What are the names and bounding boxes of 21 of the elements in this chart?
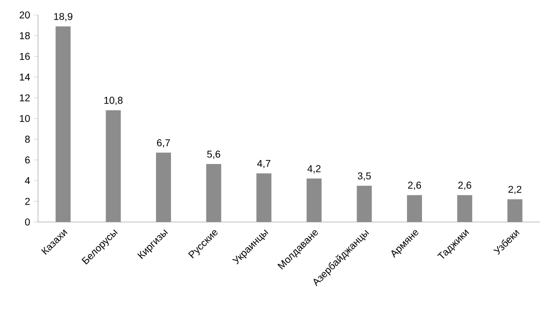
data-label: 2,6 [458, 182, 472, 190]
data-label: 18,9 [54, 12, 72, 22]
y-tick-label: 14 [20, 74, 30, 81]
y-tick-label: 18 [20, 32, 30, 40]
data-label: 2,6 [408, 182, 421, 190]
y-tick-label: 2 [25, 198, 30, 205]
data-label: 4,2 [307, 165, 321, 174]
data-label: 4,7 [257, 160, 270, 168]
y-tick-label: 20 [20, 11, 30, 19]
data-label: 2,2 [508, 186, 522, 194]
data-label: 10,8 [104, 96, 123, 106]
y-tick-label: 6 [25, 156, 30, 164]
y-tick-label: 10 [20, 114, 30, 122]
data-label: 5,6 [207, 150, 220, 159]
y-tick-label: 16 [20, 52, 30, 60]
y-tick-label: 4 [24, 177, 30, 184]
y-tick-label: 8 [25, 136, 30, 143]
y-tick-label: 0 [25, 218, 30, 226]
data-label: 3,5 [358, 172, 371, 181]
y-tick-label: 12 [20, 94, 30, 102]
data-label: 6,7 [157, 139, 170, 148]
